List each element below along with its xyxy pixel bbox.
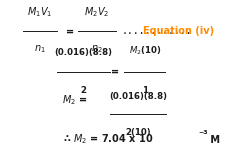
Text: =: = <box>111 67 119 77</box>
Text: −3: −3 <box>198 130 208 135</box>
Text: 2: 2 <box>80 86 86 95</box>
Text: =: = <box>66 26 74 36</box>
Text: $\mathbf{\mathit{M_1 V_1}}$: $\mathbf{\mathit{M_1 V_1}}$ <box>27 6 53 19</box>
Text: 1: 1 <box>142 86 148 95</box>
Text: $\mathbf{\mathit{n_1}}$: $\mathbf{\mathit{n_1}}$ <box>34 43 46 55</box>
Text: ∴ $\mathbf{\mathit{M_2}}$ = 7.04 x 10: ∴ $\mathbf{\mathit{M_2}}$ = 7.04 x 10 <box>63 133 153 146</box>
Text: $\mathbf{\mathit{M_2}}$(10): $\mathbf{\mathit{M_2}}$(10) <box>129 45 161 57</box>
Text: M: M <box>207 135 220 145</box>
Text: (0.016)(8.8): (0.016)(8.8) <box>54 48 112 57</box>
Text: $\mathbf{\mathit{M_2 V_2}}$: $\mathbf{\mathit{M_2 V_2}}$ <box>84 6 110 19</box>
Text: $\mathbf{\mathit{M_2}}$ =: $\mathbf{\mathit{M_2}}$ = <box>62 94 88 107</box>
Text: Equation (iv): Equation (iv) <box>143 26 214 36</box>
Text: ............: ............ <box>122 26 193 36</box>
Text: 2(10): 2(10) <box>125 128 151 137</box>
Text: $\mathbf{\mathit{n_2}}$: $\mathbf{\mathit{n_2}}$ <box>91 43 103 55</box>
Text: (0.016)(8.8): (0.016)(8.8) <box>109 91 167 101</box>
